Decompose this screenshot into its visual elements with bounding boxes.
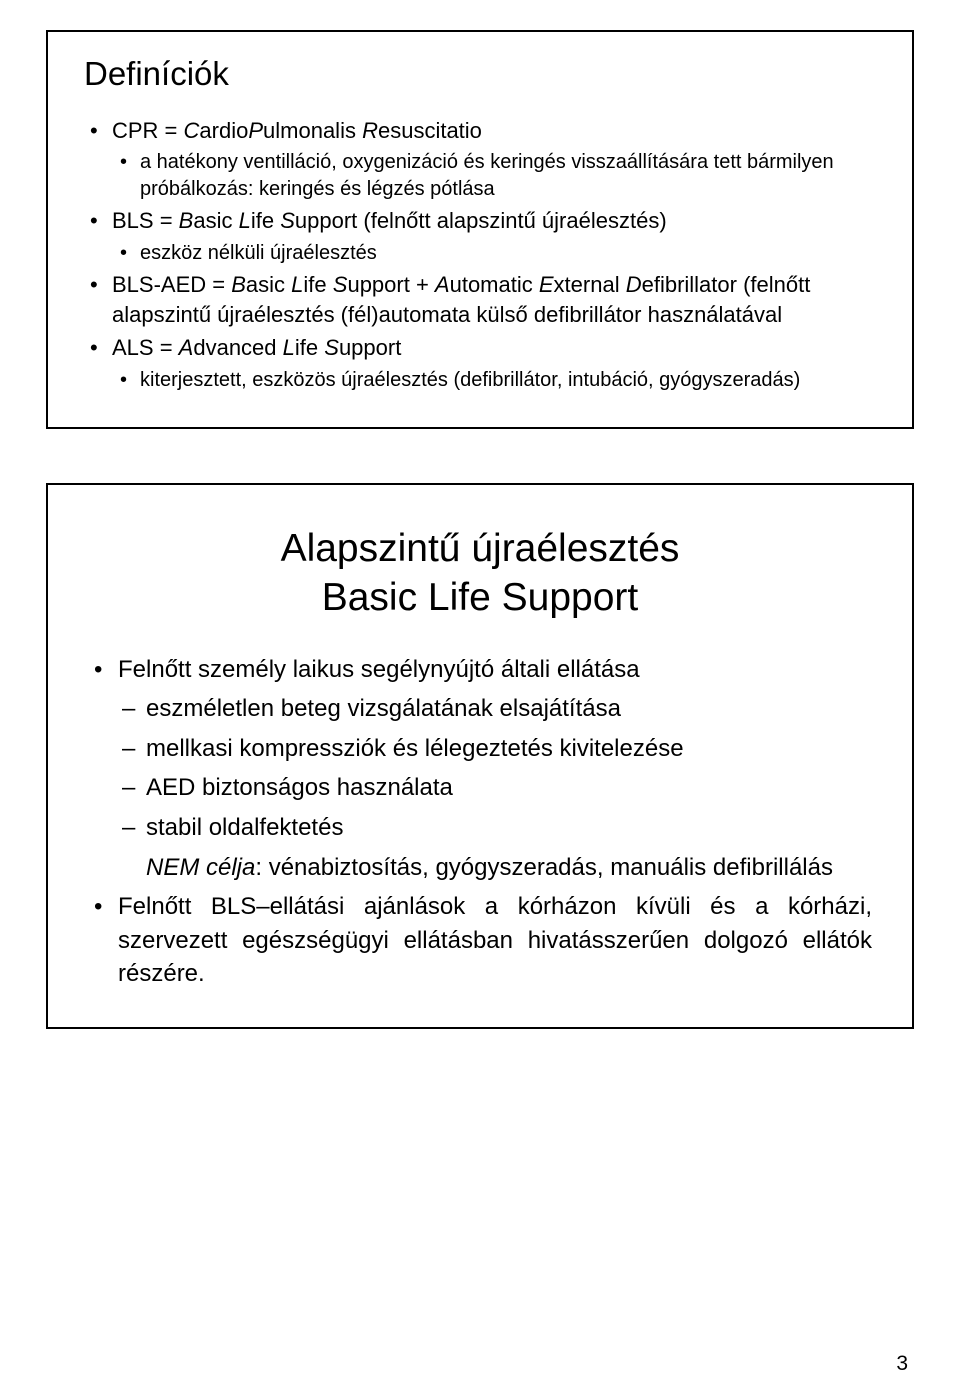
slide-definitions: Definíciók CPR = CardioPulmonalis Resusc… (46, 30, 914, 429)
list-item: stabil oldalfektetés (88, 811, 872, 845)
definitions-list: CPR = CardioPulmonalis Resuscitatioa hat… (84, 116, 876, 394)
list-item: AED biztonságos használata (88, 771, 872, 805)
list-item: Felnőtt BLS–ellátási ajánlások a kórházo… (88, 890, 872, 991)
list-item: ALS = Advanced Life Support (84, 333, 876, 363)
list-item: a hatékony ventilláció, oxygenizáció és … (84, 149, 876, 203)
list-item: eszköz nélküli újraélesztés (84, 240, 876, 267)
title-line-2: Basic Life Support (322, 576, 639, 619)
list-item: BLS = Basic Life Support (felnőtt alapsz… (84, 206, 876, 236)
page-number: 3 (896, 1352, 908, 1376)
title-line-1: Alapszintű újraélesztés (281, 527, 680, 570)
slide-title: Definíciók (84, 54, 876, 94)
list-item: Felnőtt személy laikus segélynyújtó álta… (88, 653, 872, 687)
slide-title: Alapszintű újraélesztés Basic Life Suppo… (88, 525, 872, 623)
list-item: kiterjesztett, eszközös újraélesztés (de… (84, 367, 876, 394)
list-item: NEM célja: vénabiztosítás, gyógyszeradás… (88, 851, 872, 885)
page: Definíciók CPR = CardioPulmonalis Resusc… (0, 0, 960, 1394)
list-item: BLS-AED = Basic Life Support + Automatic… (84, 270, 876, 329)
list-item: mellkasi kompressziók és lélegeztetés ki… (88, 732, 872, 766)
bls-list: Felnőtt személy laikus segélynyújtó álta… (88, 653, 872, 991)
list-item: eszméletlen beteg vizsgálatának elsajátí… (88, 692, 872, 726)
list-item: CPR = CardioPulmonalis Resuscitatio (84, 116, 876, 146)
slide-bls: Alapszintű újraélesztés Basic Life Suppo… (46, 483, 914, 1029)
